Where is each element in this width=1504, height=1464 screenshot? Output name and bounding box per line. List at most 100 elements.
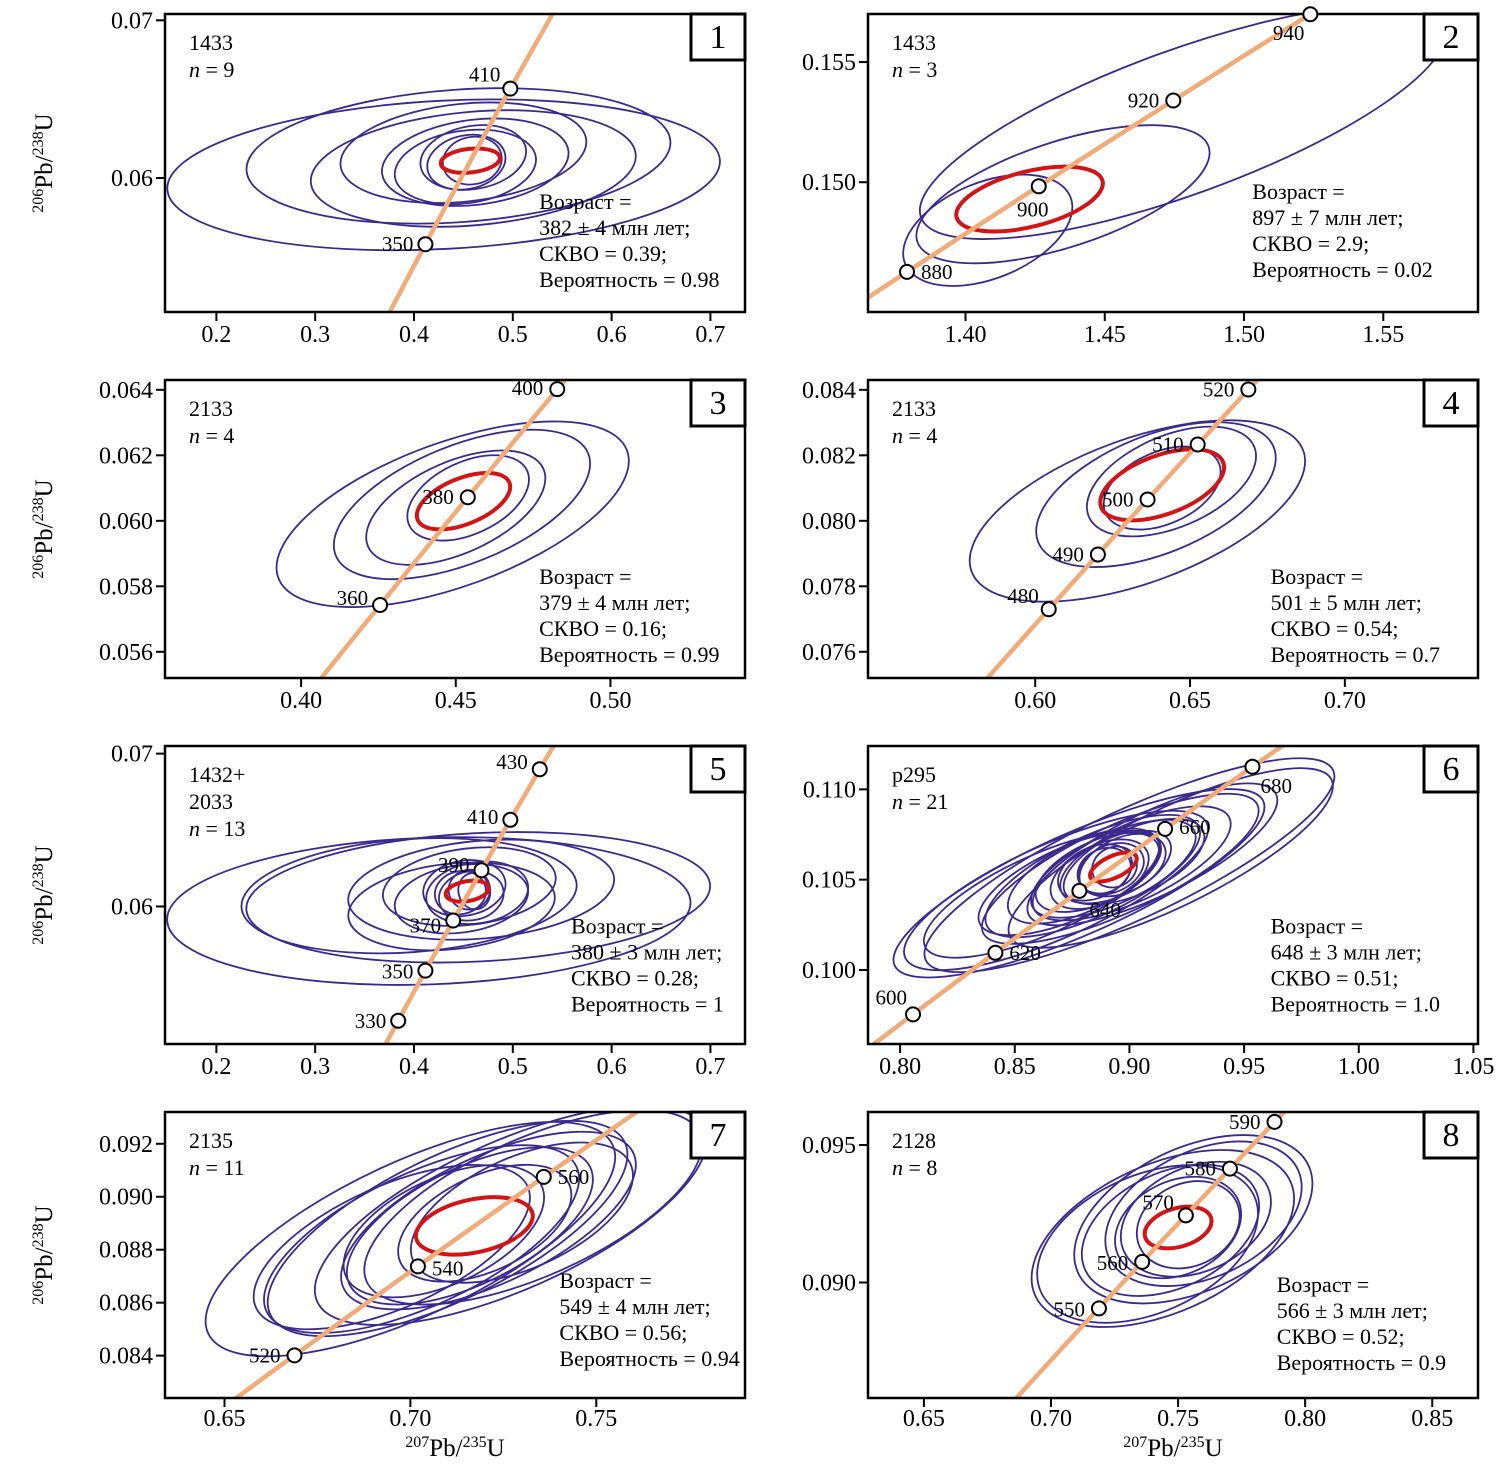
concordia-point xyxy=(1221,1160,1238,1177)
concordia-point xyxy=(1134,1253,1151,1270)
concordia-point xyxy=(409,1258,426,1275)
y-tick-label: 0.07 xyxy=(111,742,153,768)
x-tick-label: 1.55 xyxy=(1362,322,1404,348)
isotope-mass: 238 xyxy=(30,497,47,521)
annotation-line: Возраст = xyxy=(1252,179,1344,204)
panel-number: 8 xyxy=(1443,1117,1460,1154)
age-label: 560 xyxy=(558,1165,590,1189)
age-label: 330 xyxy=(355,1009,387,1033)
concordia-point xyxy=(531,761,548,778)
x-tick-label: 0.65 xyxy=(903,1406,945,1432)
age-label: 920 xyxy=(1128,89,1160,113)
concordia-age-ellipse xyxy=(413,1195,535,1257)
concordia-point xyxy=(535,1168,552,1185)
annotation-line: Вероятность = 0.9 xyxy=(1277,1350,1446,1375)
x-tick-label: 1.50 xyxy=(1223,322,1265,348)
sample-label: 2133 xyxy=(189,396,233,421)
panel-number-box xyxy=(1422,378,1480,428)
annotation-line: Вероятность = 0.98 xyxy=(539,267,719,292)
x-tick-label: 0.7 xyxy=(695,1054,725,1080)
x-tick-label: 1.05 xyxy=(1452,1054,1494,1080)
annotation-line: СКВО = 2.9; xyxy=(1252,231,1369,256)
error-ellipse xyxy=(434,870,487,916)
age-label: 350 xyxy=(382,960,414,984)
concordia-point xyxy=(1177,1207,1194,1224)
error-ellipse xyxy=(915,124,1211,265)
isotope-element: U xyxy=(31,1205,58,1223)
annotation-line: Возраст = xyxy=(539,189,631,214)
age-label: 370 xyxy=(410,914,442,938)
error-ellipse xyxy=(365,449,547,566)
y-tick-label: 0.082 xyxy=(802,443,856,469)
annotation-line: 648 ± 3 млн лет; xyxy=(1271,940,1422,965)
x-tick-label: 0.80 xyxy=(1284,1406,1326,1432)
age-label: 600 xyxy=(876,985,908,1009)
isotope-mass: 206 xyxy=(30,555,47,579)
x-tick-label: 0.75 xyxy=(575,1406,617,1432)
n-label: n = 4 xyxy=(892,423,937,448)
panel-number: 2 xyxy=(1443,19,1460,56)
error-ellipse xyxy=(1062,817,1206,906)
x-tick-label: 0.2 xyxy=(201,322,231,348)
error-ellipse xyxy=(245,87,672,225)
error-ellipse xyxy=(240,837,578,955)
error-ellipse xyxy=(263,1144,580,1334)
x-tick-label: 1.00 xyxy=(1338,1054,1380,1080)
panel-number: 7 xyxy=(710,1117,727,1154)
x-tick-label: 0.4 xyxy=(399,1054,429,1080)
x-tick-label: 0.5 xyxy=(498,322,528,348)
error-ellipse xyxy=(1114,1175,1243,1280)
annotation-line: 549 ± 4 млн лет; xyxy=(559,1294,710,1319)
error-ellipse xyxy=(425,860,530,925)
panel-7: 0.65 0.70 0.75 0.092 0.090 0.088 0.086 0.084 520… xyxy=(30,1110,747,1462)
annotation-line: 379 ± 4 млн лет; xyxy=(539,590,690,615)
concordia-point xyxy=(286,1347,303,1364)
panel-6: 0.80 0.85 0.90 0.95 1.00 1.05 0.110 0.105 0.100 6… xyxy=(802,744,1494,1080)
panel-number-box xyxy=(689,12,747,62)
error-ellipse xyxy=(397,1163,573,1283)
concordia-point xyxy=(473,862,490,879)
x-tick-label: 0.6 xyxy=(597,1054,627,1080)
isotope-element: U xyxy=(31,845,58,863)
age-label: 520 xyxy=(249,1343,281,1367)
error-ellipse xyxy=(968,419,1306,603)
annotation-line: Вероятность = 0.99 xyxy=(539,642,719,667)
y-tick-label: 0.06 xyxy=(111,166,153,192)
concordia-line xyxy=(387,14,556,312)
age-label: 500 xyxy=(1102,488,1134,512)
age-label: 390 xyxy=(438,853,470,877)
annotation-line: СКВО = 0.56; xyxy=(559,1320,687,1345)
age-label: 490 xyxy=(1052,543,1084,567)
sample-label: 1432+ xyxy=(189,762,245,787)
panel-2: 1.40 1.45 1.50 1.55 0.155 0.150 880 900 920 940 14… xyxy=(802,6,1480,348)
panel-number: 4 xyxy=(1443,385,1460,422)
x-tick-label: 0.65 xyxy=(1169,688,1211,714)
error-ellipse xyxy=(892,788,1266,979)
x-tick-label: 0.2 xyxy=(201,1054,231,1080)
annotation-line: СКВО = 0.51; xyxy=(1271,966,1399,991)
annotation-line: Возраст = xyxy=(539,564,631,589)
y-tick-label: 0.095 xyxy=(802,1133,856,1159)
error-ellipse xyxy=(1135,1180,1241,1270)
concordia-point xyxy=(1157,820,1174,837)
concordia-point xyxy=(987,944,1004,961)
annotation-line: Возраст = xyxy=(1277,1272,1369,1297)
x-tick-label: 0.3 xyxy=(300,1054,330,1080)
plot-frame xyxy=(866,1110,1480,1400)
isotope-mass: 235 xyxy=(463,1434,487,1451)
panel-number: 3 xyxy=(710,385,727,422)
x-tick-label: 0.95 xyxy=(1223,1054,1265,1080)
y-axis-label: 206Pb/238U xyxy=(30,1205,58,1304)
n-italic: n xyxy=(189,423,200,448)
annotation-line: 566 ± 3 млн лет; xyxy=(1277,1298,1428,1323)
n-rest: = 13 xyxy=(200,816,245,841)
plot-area xyxy=(275,380,630,678)
concordia-point xyxy=(1040,601,1057,618)
age-label: 540 xyxy=(432,1256,464,1280)
concordia-point xyxy=(372,596,389,613)
annotation-line: Вероятность = 1.0 xyxy=(1271,992,1440,1017)
n-rest: = 3 xyxy=(903,57,937,82)
y-tick-label: 0.084 xyxy=(99,1344,153,1370)
n-label: n = 8 xyxy=(892,1155,937,1180)
plot-area xyxy=(166,14,721,312)
